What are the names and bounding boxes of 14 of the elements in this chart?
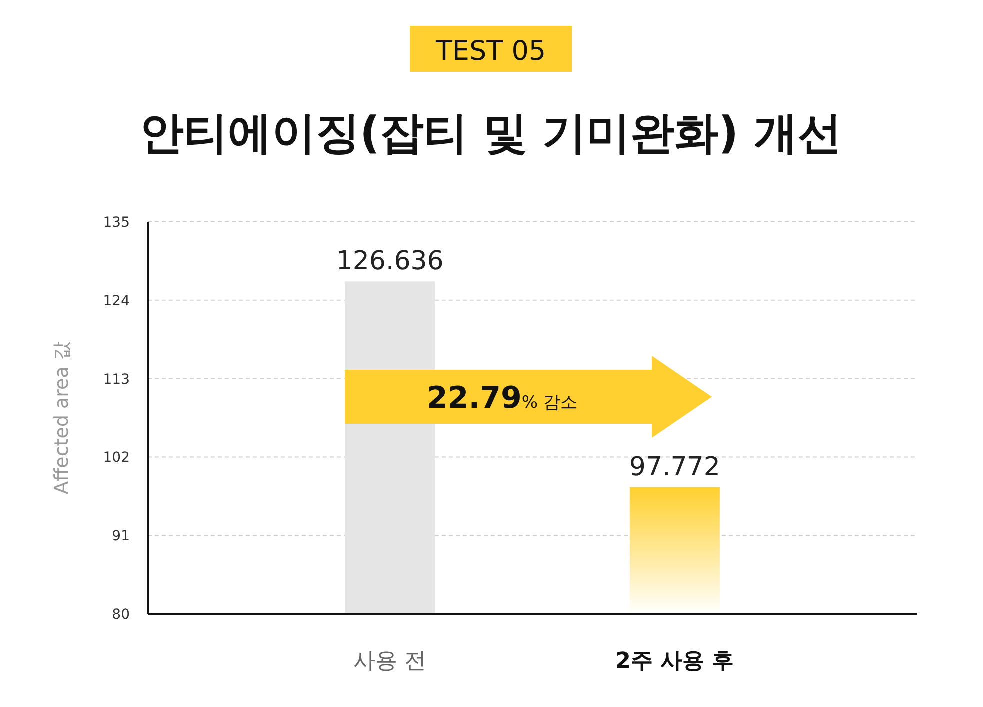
y-tick-label: 80 (112, 607, 130, 623)
y-tick-label: 91 (112, 528, 130, 545)
y-tick-label: 113 (103, 372, 130, 388)
annotation: 22.79% 감소 (427, 381, 578, 416)
data-label: 126.636 (336, 246, 444, 277)
y-tick-label: 135 (103, 215, 130, 231)
x-tick-label: 사용 전 (354, 649, 427, 674)
y-tick-label: 124 (103, 293, 130, 310)
y-tick-label: 102 (103, 450, 130, 466)
x-tick-label: 2주 사용 후 (616, 649, 734, 674)
chart-title: 안티에이징(잡티 및 기미완화) 개선 (140, 108, 842, 159)
chart-subtitle: TEST 05 (434, 36, 546, 67)
data-label: 97.772 (629, 452, 720, 482)
y-axis-title: Affected area 값 (51, 342, 73, 494)
